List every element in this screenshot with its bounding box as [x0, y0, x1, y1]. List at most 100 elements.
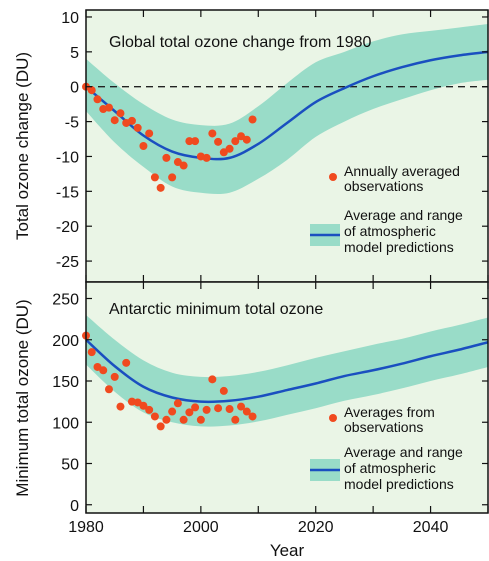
global-ozone-panel: 10 5 0 -5 -10 -15 -20 -25 Global total ozone ch…	[13, 9, 489, 283]
y-tick-label: 10	[61, 10, 79, 27]
observation-point	[110, 372, 119, 381]
global-model-line-layer	[85, 50, 489, 161]
y-tick-label: -5	[65, 115, 79, 132]
observation-point	[104, 103, 113, 112]
observation-point	[202, 405, 211, 414]
observation-point	[208, 375, 217, 384]
global-observations	[82, 82, 257, 192]
y-tick-label: 0	[70, 80, 79, 97]
observation-point	[110, 116, 119, 125]
observation-point	[122, 358, 131, 367]
antarctic-legend-model-line3: model predictions	[344, 476, 454, 492]
antarctic-legend-model-line2: of atmospheric	[344, 460, 436, 476]
observation-point	[242, 407, 251, 416]
observation-point	[231, 415, 240, 424]
antarctic-axis-ticks: 250 200 150 100 50 0	[52, 282, 489, 515]
model-average-line	[85, 50, 489, 161]
y-tick-label: 5	[70, 45, 79, 62]
antarctic-model-band	[86, 315, 488, 427]
observation-point	[237, 132, 246, 141]
antarctic-observations	[82, 331, 257, 431]
observation-point	[93, 95, 102, 104]
antarctic-legend-observation-marker	[329, 414, 337, 422]
observation-point	[219, 148, 228, 157]
observation-point	[196, 415, 205, 424]
x-axis-label: Year	[270, 541, 305, 560]
observation-point	[237, 402, 246, 411]
model-range-band	[86, 315, 488, 427]
observation-point	[173, 158, 182, 167]
model-range-band	[86, 23, 488, 195]
observation-point	[145, 129, 154, 138]
y-tick-label: -25	[56, 254, 79, 271]
x-tick-label: 1980	[68, 519, 104, 536]
antarctic-plot-frame	[85, 281, 489, 514]
observation-point	[156, 183, 165, 192]
observation-point	[162, 415, 171, 424]
observation-point	[225, 405, 234, 414]
global-model-band	[86, 23, 488, 195]
global-chart-title: Global total ozone change from 1980	[109, 34, 372, 51]
x-tick-label: 2000	[183, 519, 219, 536]
y-tick-label: 100	[52, 415, 79, 432]
observation-point	[168, 173, 177, 182]
observation-point	[214, 137, 223, 146]
observation-point	[145, 405, 154, 414]
observation-point	[231, 137, 240, 146]
global-legend-observations-line2: observations	[344, 178, 423, 194]
observation-point	[150, 412, 159, 421]
y-tick-label: -10	[56, 149, 79, 166]
observation-point	[139, 401, 148, 410]
observation-point	[87, 86, 96, 95]
antarctic-legend-observations-line1: Averages from	[344, 404, 435, 420]
observation-point	[173, 399, 182, 408]
antarctic-model-line-layer	[85, 338, 489, 404]
antarctic-legend: Averages from observations Average and r…	[310, 404, 463, 492]
observation-point	[248, 412, 257, 421]
observation-point	[191, 403, 200, 412]
antarctic-y-axis-label: Minimum total ozone (DU)	[13, 299, 32, 496]
observation-point	[156, 422, 165, 431]
global-legend-model-line2: of atmospheric	[344, 223, 436, 239]
observation-point	[179, 161, 188, 170]
observation-point	[104, 385, 113, 394]
observation-point	[179, 415, 188, 424]
observation-point	[150, 173, 159, 182]
observation-point	[99, 366, 108, 375]
observation-point	[248, 115, 257, 124]
y-tick-label: -20	[56, 219, 79, 236]
global-legend-model-line1: Average and range	[344, 207, 463, 223]
observation-point	[242, 135, 251, 144]
global-y-axis-label: Total ozone change (DU)	[13, 52, 32, 240]
antarctic-ozone-panel: 250 200 150 100 50 0 Antarctic minimum total …	[13, 281, 489, 515]
y-tick-label: 200	[52, 333, 79, 350]
global-legend-model-line3: model predictions	[344, 239, 454, 255]
observation-point	[162, 153, 171, 162]
observation-point	[87, 348, 96, 357]
observation-point	[133, 123, 142, 132]
y-tick-label: 150	[52, 374, 79, 391]
observation-point	[168, 407, 177, 416]
observation-point	[225, 144, 234, 153]
observation-point	[116, 402, 125, 411]
antarctic-legend-observations-line2: observations	[344, 419, 423, 435]
global-legend-observations-line1: Annually averaged	[344, 163, 460, 179]
y-tick-label: 0	[70, 498, 79, 515]
observation-point	[208, 129, 217, 138]
y-tick-label: 50	[61, 457, 79, 474]
y-tick-label: 250	[52, 292, 79, 309]
y-tick-label: -15	[56, 184, 79, 201]
observation-point	[116, 109, 125, 118]
global-legend: Annually averaged observations Average a…	[310, 163, 463, 255]
observation-point	[202, 153, 211, 162]
observation-point	[185, 408, 194, 417]
antarctic-legend-model-line1: Average and range	[344, 444, 463, 460]
observation-point	[219, 386, 228, 395]
x-tick-label: 2020	[298, 519, 334, 536]
observation-point	[191, 137, 200, 146]
observation-point	[139, 142, 148, 150]
x-axis-tick-labels: 1980 2000 2020 2040	[68, 519, 448, 536]
observation-point	[185, 137, 194, 146]
model-average-line	[85, 338, 489, 404]
